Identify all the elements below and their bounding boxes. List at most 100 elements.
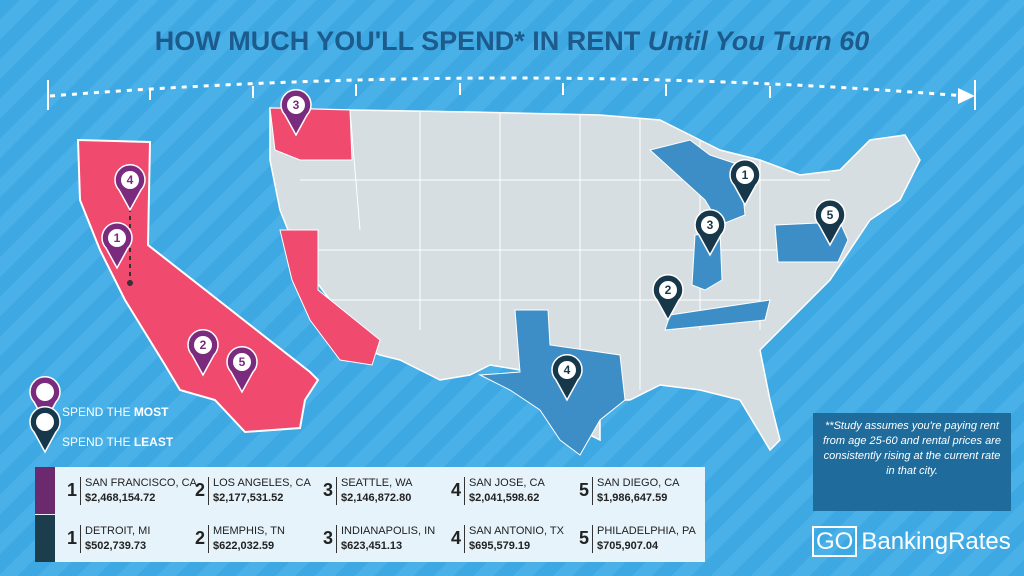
amount: $502,739.73 <box>85 540 147 552</box>
table-cell: 1 SAN FRANCISCO, CA $2,468,154.72 <box>67 475 197 507</box>
footnote: **Study assumes you're paying rent from … <box>813 413 1011 511</box>
amount: $2,468,154.72 <box>85 492 156 504</box>
pin: 2 <box>652 274 684 322</box>
pin-label: 1 <box>742 168 749 182</box>
city: INDIANAPOLIS, IN <box>341 525 436 537</box>
divider <box>592 477 593 505</box>
pin-dot <box>659 281 677 299</box>
city: SAN DIEGO, CA <box>597 477 680 489</box>
amount: $695,579.19 <box>469 540 531 552</box>
rank: 3 <box>323 480 334 500</box>
table-cell: 3 INDIANAPOLIS, IN $623,451.13 <box>323 523 451 555</box>
legend-word: LEAST <box>133 435 174 449</box>
pin-label: 3 <box>707 218 714 232</box>
city: PHILADELPHIA, PA <box>597 525 696 537</box>
title: HOW MUCH YOU'LL SPEND* IN RENT Until You… <box>0 26 1024 57</box>
table-row: 1 DETROIT, MI $502,739.73 2 MEMPHIS, TN $622,… <box>35 515 705 562</box>
legend-least: SPEND THE LEAST <box>62 435 173 449</box>
amount: $2,146,872.80 <box>341 492 412 504</box>
row-stripe <box>35 467 55 514</box>
divider <box>592 525 593 553</box>
rank: 2 <box>195 528 206 548</box>
divider <box>336 525 337 553</box>
washington <box>269 107 353 161</box>
city: DETROIT, MI <box>85 525 151 537</box>
table-cell: 2 MEMPHIS, TN $622,032.59 <box>195 523 323 555</box>
table-cell: 5 PHILADELPHIA, PA $705,907.04 <box>579 523 707 555</box>
texas <box>478 309 626 456</box>
pin: 1 <box>729 159 761 207</box>
pin <box>29 406 61 454</box>
table-cell: 5 SAN DIEGO, CA $1,986,647.59 <box>579 475 707 507</box>
pin-dot <box>233 353 251 371</box>
ranking-table: 1 SAN FRANCISCO, CA $2,468,154.72 2 LOS ANGE… <box>35 467 705 562</box>
amount: $1,986,647.59 <box>597 492 668 504</box>
amount: $2,041,598.62 <box>469 492 540 504</box>
table-cell: 3 SEATTLE, WA $2,146,872.80 <box>323 475 451 507</box>
pin: 5 <box>226 346 258 394</box>
title-emphasis: Until You Turn 60 <box>647 26 870 56</box>
rank: 2 <box>195 480 206 500</box>
rank: 5 <box>579 480 590 500</box>
divider <box>208 477 209 505</box>
brand-go: GO <box>812 526 858 557</box>
city: SAN ANTONIO, TX <box>469 525 564 537</box>
pin-dot <box>194 336 212 354</box>
table-cell: 2 LOS ANGELES, CA $2,177,531.52 <box>195 475 323 507</box>
pin: 1 <box>101 222 133 270</box>
pin-label: 5 <box>827 208 834 222</box>
timeline-arrow <box>958 88 975 104</box>
tennessee <box>664 299 771 331</box>
row-stripe <box>35 515 55 562</box>
brand: GO BankingRates <box>812 526 1011 557</box>
legend-most: SPEND THE MOST <box>62 405 168 419</box>
pin-dot <box>736 166 754 184</box>
table-row: 1 SAN FRANCISCO, CA $2,468,154.72 2 LOS ANGE… <box>35 467 705 514</box>
amount: $623,451.13 <box>341 540 403 552</box>
city: SEATTLE, WA <box>341 477 413 489</box>
divider <box>464 477 465 505</box>
rank: 3 <box>323 528 334 548</box>
legend-word: MOST <box>133 405 169 419</box>
pin-dot <box>121 171 139 189</box>
rank: 5 <box>579 528 590 548</box>
divider <box>336 477 337 505</box>
amount: $2,177,531.52 <box>213 492 284 504</box>
pin: 4 <box>551 354 583 402</box>
table-cell: 4 SAN JOSE, CA $2,041,598.62 <box>451 475 579 507</box>
pin: 3 <box>694 209 726 257</box>
pin-dot <box>558 361 576 379</box>
pin-label: 2 <box>200 338 207 352</box>
pin-dot <box>36 413 54 431</box>
city: MEMPHIS, TN <box>213 525 285 537</box>
pin: 2 <box>187 329 219 377</box>
city: SAN JOSE, CA <box>469 477 545 489</box>
city: LOS ANGELES, CA <box>213 477 311 489</box>
pin-dot <box>287 96 305 114</box>
pin: 4 <box>114 164 146 212</box>
pin-label: 4 <box>564 363 571 377</box>
pin-label: 4 <box>127 173 134 187</box>
divider <box>80 477 81 505</box>
amount: $622,032.59 <box>213 540 275 552</box>
pin-dot <box>108 229 126 247</box>
pin: 5 <box>814 199 846 247</box>
divider <box>464 525 465 553</box>
pin-dot <box>821 206 839 224</box>
rank: 1 <box>67 528 78 548</box>
pin-dot <box>36 383 54 401</box>
california-enlarged <box>76 138 320 434</box>
pin-label: 1 <box>114 231 121 245</box>
pin-dot <box>701 216 719 234</box>
pin-label: 2 <box>665 283 672 297</box>
table-cell: 4 SAN ANTONIO, TX $695,579.19 <box>451 523 579 555</box>
divider <box>208 525 209 553</box>
rank: 1 <box>67 480 78 500</box>
amount: $705,907.04 <box>597 540 659 552</box>
brand-name: BankingRates <box>861 528 1011 555</box>
pin-label: 3 <box>293 98 300 112</box>
table-cell: 1 DETROIT, MI $502,739.73 <box>67 523 195 555</box>
pin-label: 5 <box>239 355 246 369</box>
us-map <box>269 107 921 452</box>
